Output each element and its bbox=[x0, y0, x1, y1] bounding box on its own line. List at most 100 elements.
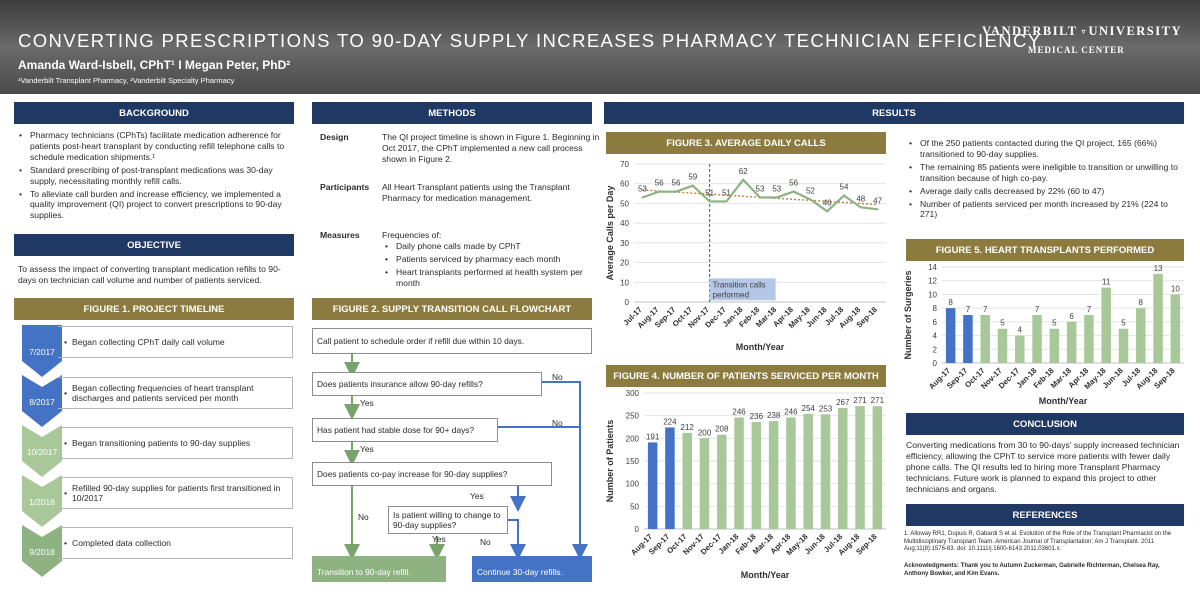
data-label: 4 bbox=[1018, 326, 1023, 335]
data-label: 51 bbox=[722, 188, 731, 197]
flowchart-yes-label: Yes bbox=[360, 398, 374, 408]
fig3-heading: FIGURE 3. AVERAGE DAILY CALLS bbox=[606, 132, 886, 154]
methods-measures-row: Measures Frequencies of: Daily phone cal… bbox=[320, 230, 602, 291]
y-tick-label: 150 bbox=[626, 457, 640, 466]
fig5-chart: 02468101214Aug-17Sep-17Oct-17Nov-17Dec-1… bbox=[903, 263, 1184, 406]
data-label: 224 bbox=[663, 417, 677, 426]
data-label: 53 bbox=[638, 185, 647, 194]
timeline-item: • Began collecting frequencies of heart t… bbox=[58, 377, 293, 409]
timeline-chevron bbox=[22, 375, 62, 427]
bar bbox=[997, 328, 1008, 363]
data-label: 54 bbox=[840, 183, 849, 192]
timeline-date: 1/2018 bbox=[29, 497, 55, 507]
results-heading: RESULTS bbox=[604, 102, 1184, 124]
fig3-chart: 010203040506070Jul-17Aug-17Sep-17Oct-17N… bbox=[605, 160, 886, 352]
results-bullet: Average daily calls decreased by 22% (60… bbox=[906, 186, 1184, 197]
data-label: 56 bbox=[655, 179, 664, 188]
y-tick-label: 50 bbox=[630, 502, 639, 511]
timeline-heading: FIGURE 1. PROJECT TIMELINE bbox=[14, 298, 294, 320]
methods-design-row: Design The QI project timeline is shown … bbox=[320, 132, 602, 165]
y-tick-label: 100 bbox=[626, 480, 640, 489]
data-label: 7 bbox=[983, 305, 988, 314]
y-tick-label: 4 bbox=[933, 332, 938, 341]
y-tick-label: 10 bbox=[928, 290, 937, 299]
results-bullet: The remaining 85 patients were ineligibl… bbox=[906, 162, 1184, 184]
bar bbox=[717, 434, 727, 529]
objective-heading: OBJECTIVE bbox=[14, 234, 294, 256]
bar bbox=[1170, 294, 1181, 363]
data-label: 6 bbox=[1069, 312, 1074, 321]
methods-participants-label: Participants bbox=[320, 182, 370, 192]
data-label: 5 bbox=[1000, 319, 1005, 328]
flowchart-yes-label: Yes bbox=[470, 491, 484, 501]
data-label: 53 bbox=[756, 185, 765, 194]
data-point bbox=[708, 200, 711, 203]
data-label: 267 bbox=[836, 398, 850, 407]
bar bbox=[647, 442, 658, 529]
flowchart-no-label: No bbox=[480, 537, 491, 547]
data-label: 254 bbox=[802, 404, 816, 413]
data-point bbox=[876, 208, 879, 211]
fig5-heading: FIGURE 5. HEART TRANSPLANTS PERFORMED bbox=[906, 239, 1184, 261]
timeline-text: Completed data collection bbox=[72, 537, 171, 548]
fig4-chart: 050100150200250300Aug-17Sep-17Oct-17Nov-… bbox=[605, 389, 886, 580]
bar bbox=[1101, 287, 1111, 363]
methods-measure-item: Daily phone calls made by CPhT bbox=[382, 241, 602, 252]
x-axis-title: Month/Year bbox=[1039, 396, 1088, 406]
x-axis-title: Month/Year bbox=[741, 570, 790, 580]
data-label: 47 bbox=[873, 196, 882, 205]
data-label: 52 bbox=[806, 186, 815, 195]
y-tick-label: 40 bbox=[620, 219, 629, 228]
annotation-text: Transition calls performed bbox=[713, 280, 766, 299]
y-tick-label: 10 bbox=[620, 278, 629, 287]
methods-participants-text: All Heart Transplant patients using the … bbox=[382, 182, 570, 203]
y-tick-label: 8 bbox=[933, 304, 938, 313]
vanderbilt-logo: VANDERBILT UNIVERSITY MEDICAL CENTER bbox=[982, 24, 1182, 55]
results-body: Of the 250 patients contacted during the… bbox=[906, 138, 1184, 222]
bar bbox=[855, 406, 865, 529]
bar bbox=[751, 422, 762, 529]
data-point bbox=[641, 196, 644, 199]
data-label: 7 bbox=[1035, 305, 1040, 314]
bar bbox=[699, 438, 710, 529]
data-point bbox=[843, 194, 845, 197]
flowchart-q-stable-dose: Has patient had stable dose for 90+ days… bbox=[312, 418, 498, 442]
bar bbox=[1153, 273, 1163, 363]
bar bbox=[768, 421, 779, 529]
data-label: 8 bbox=[948, 298, 953, 307]
bar bbox=[734, 417, 744, 529]
methods-measures-body: Frequencies of: Daily phone calls made b… bbox=[382, 230, 602, 291]
y-tick-label: 14 bbox=[928, 263, 937, 272]
data-label: 8 bbox=[1139, 298, 1144, 307]
data-label: 48 bbox=[856, 194, 865, 203]
bar bbox=[1032, 315, 1042, 363]
data-label: 5 bbox=[1052, 319, 1057, 328]
timeline-item: • Began collecting CPhT daily call volume bbox=[58, 326, 293, 358]
logo-word-university: UNIVERSITY bbox=[1088, 24, 1182, 38]
svg-defs bbox=[0, 0, 1, 1]
data-label: 56 bbox=[672, 179, 681, 188]
y-tick-label: 0 bbox=[635, 525, 640, 534]
methods-measures-intro: Frequencies of: bbox=[382, 230, 442, 240]
y-tick-label: 12 bbox=[928, 277, 937, 286]
bar bbox=[1118, 328, 1129, 363]
timeline-item: • Began transitioning patients to 90-day … bbox=[58, 427, 293, 459]
bar bbox=[820, 414, 831, 529]
annotation-box bbox=[709, 278, 776, 301]
logo-word-vanderbilt: VANDERBILT bbox=[982, 24, 1078, 38]
bar bbox=[945, 308, 956, 363]
y-tick-label: 60 bbox=[620, 180, 629, 189]
flowchart-heading: FIGURE 2. SUPPLY TRANSITION CALL FLOWCHA… bbox=[312, 298, 592, 320]
acknowledgments: Acknowledgments: Thank you to Autumn Zuc… bbox=[904, 563, 1160, 577]
flowchart-no-label: No bbox=[358, 512, 369, 522]
data-label: 56 bbox=[789, 179, 798, 188]
data-point bbox=[725, 200, 728, 203]
bar bbox=[1015, 335, 1025, 363]
data-point bbox=[776, 196, 778, 199]
y-tick-label: 20 bbox=[620, 259, 629, 268]
timeline-date: 9/2018 bbox=[29, 547, 55, 557]
flowchart-q-insurance: Does patients insurance allow 90-day ref… bbox=[312, 372, 542, 396]
bar bbox=[872, 406, 883, 529]
flowchart-end-continue: Continue 30-day refills. bbox=[472, 556, 592, 582]
data-point bbox=[792, 190, 795, 193]
